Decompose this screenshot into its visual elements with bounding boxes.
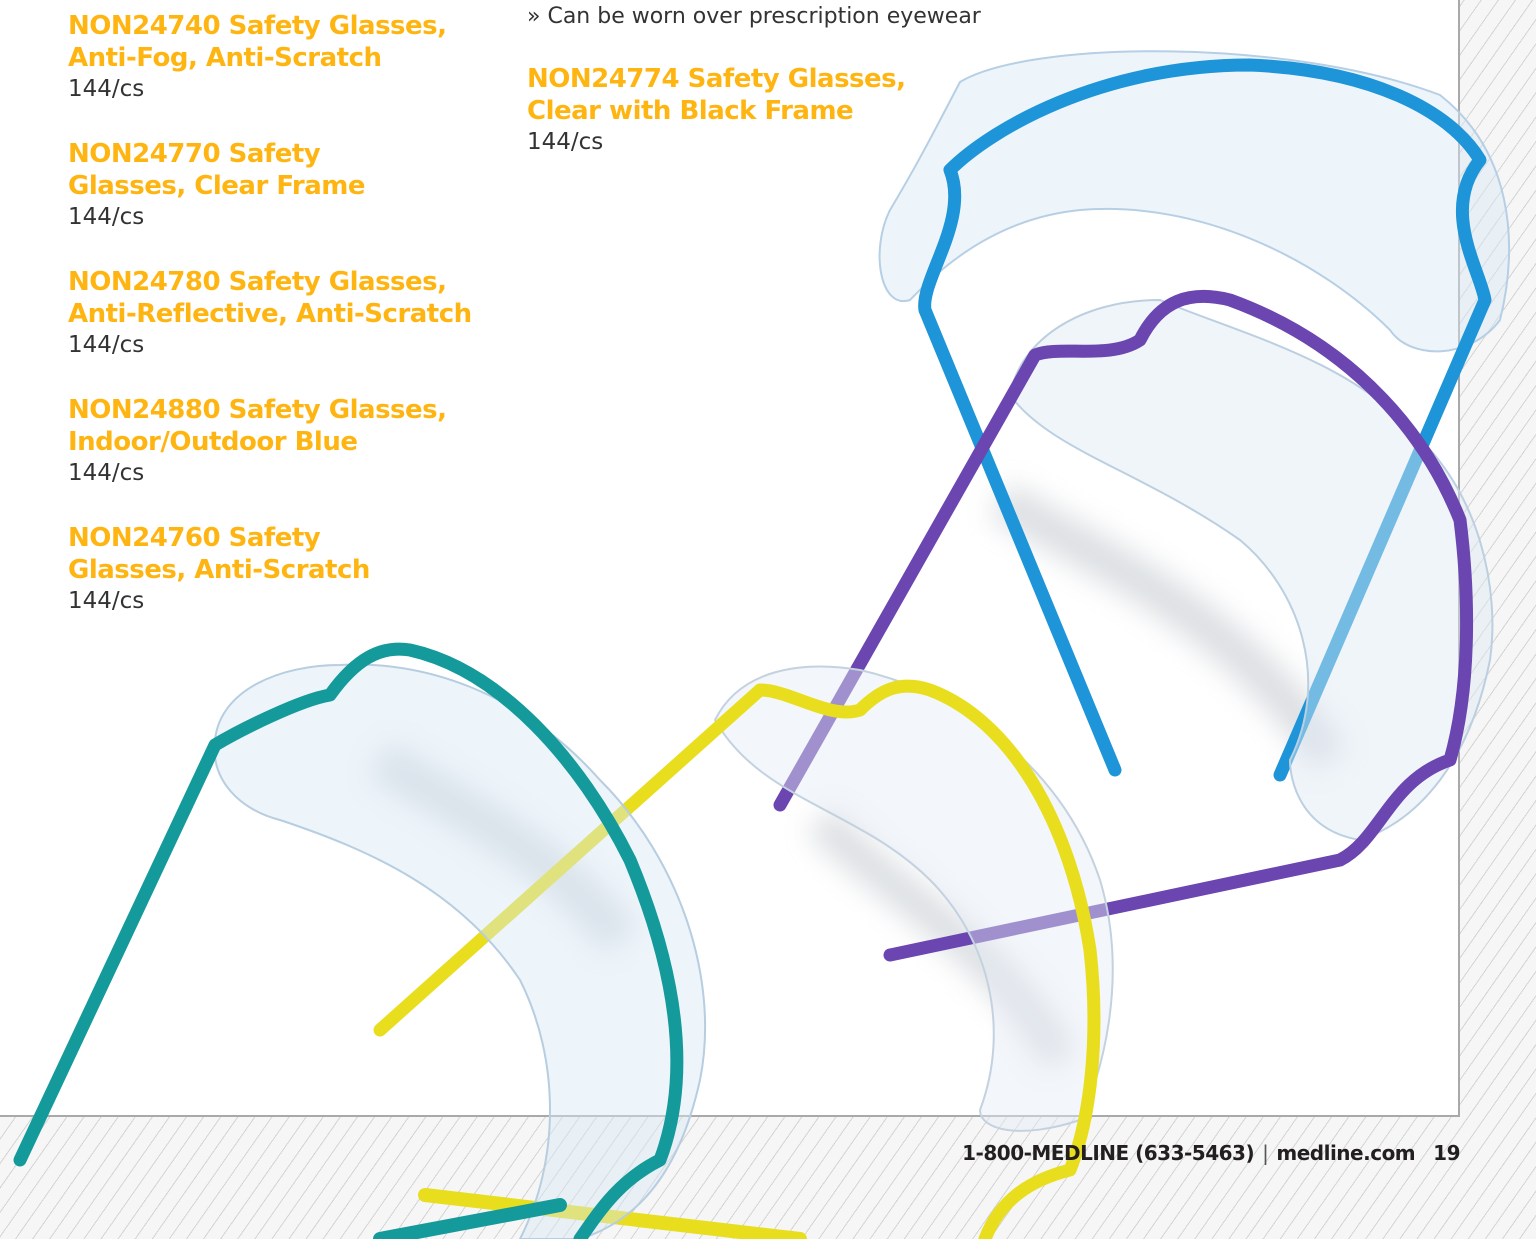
teal-temple-bottom <box>373 1198 567 1239</box>
product-title: NON24740 Safety Glasses, Anti-Fog, Anti-S… <box>68 11 447 73</box>
yellow-temple-bottom <box>418 1188 807 1239</box>
product-non24880: NON24880 Safety Glasses, Indoor/Outdoor B… <box>68 394 447 488</box>
product-title: NON24880 Safety Glasses, Indoor/Outdoor B… <box>68 395 447 457</box>
product-non24740: NON24740 Safety Glasses, Anti-Fog, Anti-S… <box>68 10 447 104</box>
product-quantity: 144/cs <box>68 332 145 358</box>
product-title: NON24770 Safety Glasses, Clear Frame <box>68 139 366 201</box>
product-quantity: 144/cs <box>68 588 145 614</box>
page-footer: 1-800-MEDLINE (633-5463) | medline.com 19 <box>962 1141 1460 1165</box>
product-non24760: NON24760 Safety Glasses, Anti-Scratch 144… <box>68 522 370 616</box>
product-non24774: NON24774 Safety Glasses, Clear with Black… <box>527 63 906 157</box>
product-quantity: 144/cs <box>527 129 604 155</box>
feature-bullet: » Can be worn over prescription eyewear <box>527 4 981 29</box>
product-quantity: 144/cs <box>68 460 145 486</box>
product-quantity: 144/cs <box>68 204 145 230</box>
product-non24780: NON24780 Safety Glasses, Anti-Reflective,… <box>68 266 472 360</box>
product-title: NON24760 Safety Glasses, Anti-Scratch <box>68 523 370 585</box>
page-number: 19 <box>1433 1141 1460 1165</box>
product-non24770: NON24770 Safety Glasses, Clear Frame 144/… <box>68 138 366 232</box>
footer-website: medline.com <box>1276 1141 1416 1165</box>
product-quantity: 144/cs <box>68 76 145 102</box>
product-title: NON24774 Safety Glasses, Clear with Black… <box>527 64 906 126</box>
product-title: NON24780 Safety Glasses, Anti-Reflective,… <box>68 267 472 329</box>
footer-phone: 1-800-MEDLINE (633-5463) <box>962 1141 1255 1165</box>
footer-separator: | <box>1262 1141 1269 1165</box>
